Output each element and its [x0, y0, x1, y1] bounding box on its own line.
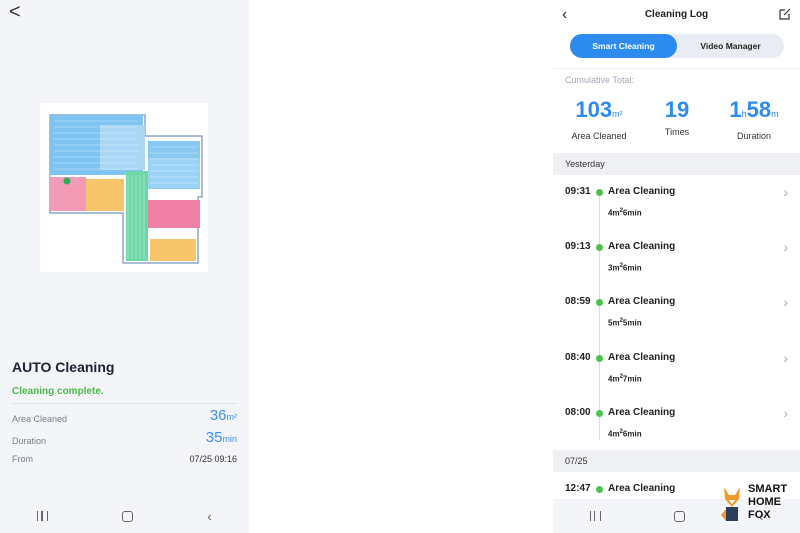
stat-area-cleaned: 103m² Area Cleaned: [571, 97, 627, 141]
tab-smart-cleaning[interactable]: Smart Cleaning: [570, 34, 677, 58]
status-text: Cleaning complete.: [12, 386, 104, 397]
logo-text: SMART HOME FOX: [748, 483, 788, 521]
log-item[interactable]: 09:13 Area Cleaning 3m26min ›: [565, 239, 788, 273]
section-header-date: 07/25: [553, 450, 800, 472]
recents-icon[interactable]: [589, 511, 601, 521]
duration-value: 35min: [205, 429, 237, 446]
back-nav-icon[interactable]: ‹: [207, 508, 212, 524]
log-item[interactable]: 08:40 Area Cleaning 4m27min ›: [565, 350, 788, 384]
auto-cleaning-screen: < AUTO Cleaning C: [0, 0, 249, 533]
chevron-right-icon: ›: [783, 405, 788, 421]
from-value: 07/25 09:16: [189, 454, 237, 464]
smart-home-fox-logo: SMART HOME FOX: [718, 483, 798, 527]
home-icon[interactable]: [674, 510, 686, 522]
status-dot: [596, 244, 603, 251]
section-header-yesterday: Yesterday: [553, 153, 800, 175]
from-row: From 07/25 09:16: [12, 446, 237, 464]
cumulative-label: Cumulative Total:: [565, 75, 634, 85]
home-icon[interactable]: [122, 510, 134, 522]
back-button[interactable]: <: [9, 1, 21, 23]
status-dot: [596, 189, 603, 196]
area-cleaned-label: Area Cleaned: [12, 414, 68, 424]
fox-icon: [721, 487, 740, 521]
status-dot: [596, 486, 603, 493]
chevron-right-icon: ›: [783, 239, 788, 255]
stat-duration: 1h58m Duration: [729, 97, 779, 141]
system-nav-bar: ‹: [0, 499, 249, 533]
system-nav-bar: ‹: [553, 499, 800, 533]
duration-row: Duration 35min: [12, 428, 237, 446]
log-item[interactable]: 08:59 Area Cleaning 5m25min ›: [565, 294, 788, 328]
status-dot: [596, 355, 603, 362]
status-dot: [596, 299, 603, 306]
back-button[interactable]: ‹: [562, 6, 568, 23]
from-label: From: [12, 454, 33, 464]
cumulative-total-panel: Cumulative Total: 103m² Area Cleaned 19 …: [553, 68, 800, 153]
back-nav-icon[interactable]: ‹: [758, 508, 764, 524]
segmented-control: Smart Cleaning Video Manager: [570, 34, 784, 58]
chevron-right-icon: ›: [783, 184, 788, 200]
header: ‹ Cleaning Log: [553, 0, 800, 30]
chevron-right-icon: ›: [783, 294, 788, 310]
area-cleaned-row: Area Cleaned 36m²: [12, 406, 237, 424]
tab-video-manager[interactable]: Video Manager: [700, 41, 761, 51]
edit-icon[interactable]: [779, 8, 791, 20]
page-title: AUTO Cleaning: [12, 359, 115, 375]
log-item[interactable]: 09:31 Area Cleaning 4m26min ›: [565, 184, 788, 218]
cleaning-log-screen: ‹ Cleaning Log Smart Cleaning Video Mana…: [553, 0, 800, 533]
timeline-line: [599, 190, 600, 440]
cleaning-map[interactable]: [40, 103, 208, 272]
duration-label: Duration: [12, 436, 47, 446]
log-item[interactable]: 12:47 Area Cleaning: [565, 483, 676, 494]
recents-icon[interactable]: [37, 511, 49, 521]
floor-map-image: [49, 114, 203, 264]
chevron-right-icon: ›: [783, 350, 788, 366]
stat-times: 19 Times: [664, 97, 690, 137]
page-title: Cleaning Log: [644, 9, 709, 20]
divider: [12, 403, 237, 404]
status-dot: [596, 410, 603, 417]
log-item[interactable]: 08:00 Area Cleaning 4m26min ›: [565, 405, 788, 439]
area-cleaned-value: 36m²: [209, 407, 237, 424]
